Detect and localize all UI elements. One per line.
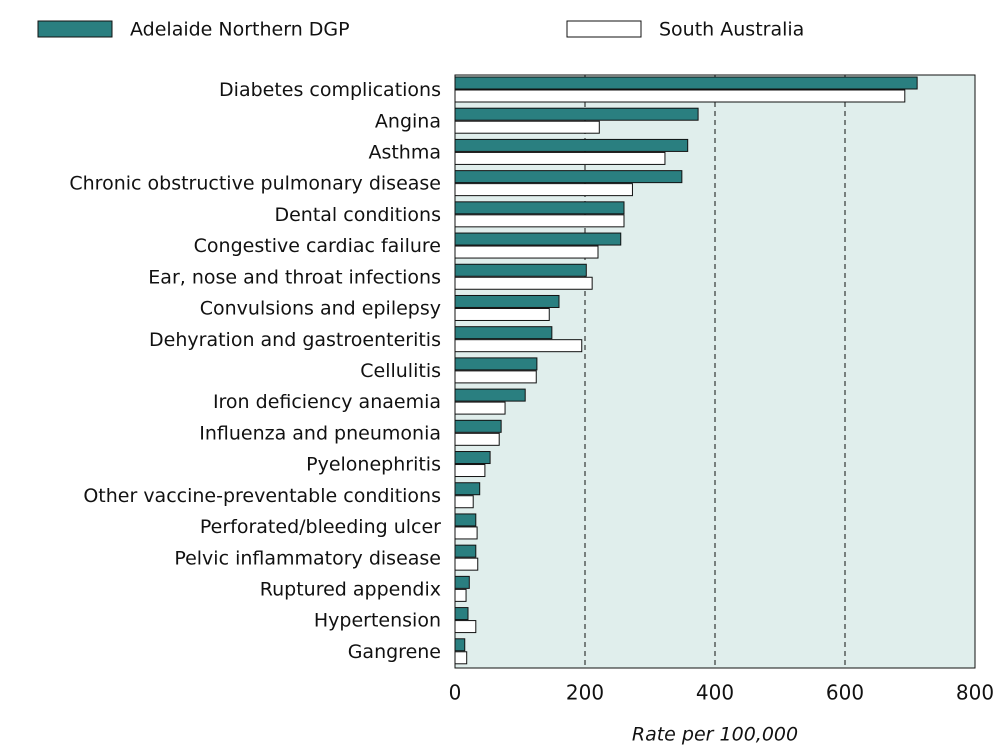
legend-label: South Australia	[659, 19, 804, 41]
bar	[454, 388, 526, 402]
bar	[454, 588, 467, 602]
bar	[454, 245, 599, 259]
y-tick-label: Asthma	[368, 142, 441, 164]
y-tick-label: Pelvic inflammatory disease	[174, 547, 441, 569]
x-tick-label: 0	[449, 681, 462, 705]
y-tick-label: Dehyration and gastroenteritis	[149, 329, 441, 351]
bar	[454, 370, 537, 384]
bar	[454, 263, 587, 277]
x-tick-label: 600	[826, 681, 864, 705]
x-axis-label: Rate per 100,000	[632, 724, 798, 746]
y-tick-label: Chronic obstructive pulmonary disease	[69, 173, 441, 195]
legend-label: Adelaide Northern DGP	[130, 19, 350, 41]
bar	[454, 607, 469, 621]
bar	[454, 183, 633, 197]
bar	[454, 464, 486, 478]
y-tick-label: Convulsions and epilepsy	[200, 298, 441, 320]
bar	[454, 495, 474, 509]
bar	[454, 638, 466, 652]
bar	[454, 339, 583, 353]
y-tick-label: Other vaccine-preventable conditions	[83, 485, 441, 507]
y-tick-label: Influenza and pneumonia	[199, 422, 441, 444]
bar	[454, 544, 477, 558]
bar	[454, 151, 666, 165]
bar	[454, 482, 481, 496]
legend-swatch	[37, 20, 113, 38]
x-tick-label: 400	[696, 681, 734, 705]
bar	[454, 513, 477, 527]
bar	[454, 357, 538, 371]
y-tick-label: Hypertension	[314, 610, 441, 632]
y-tick-label: Angina	[375, 110, 441, 132]
y-tick-label: Iron deficiency anaemia	[213, 391, 441, 413]
y-tick-label: Diabetes complications	[219, 79, 441, 101]
y-tick-label: Perforated/bleeding ulcer	[200, 516, 441, 538]
bar	[454, 201, 625, 215]
bar	[454, 326, 553, 340]
bar	[454, 432, 500, 446]
bar	[454, 214, 625, 228]
x-tick-label: 800	[956, 681, 994, 705]
x-tick-label: 200	[566, 681, 604, 705]
y-tick-label: Congestive cardiac failure	[194, 235, 441, 257]
bar	[454, 307, 550, 321]
bar	[454, 107, 699, 121]
bar	[454, 232, 622, 246]
bar	[454, 419, 502, 433]
bar	[454, 620, 477, 634]
y-tick-label: Ear, nose and throat infections	[148, 266, 441, 288]
bar	[454, 401, 506, 415]
y-tick-label: Cellulitis	[360, 360, 441, 382]
y-tick-label: Dental conditions	[274, 204, 441, 226]
bar	[454, 120, 600, 134]
y-tick-label: Ruptured appendix	[260, 578, 441, 600]
bar	[454, 170, 683, 184]
bar	[454, 557, 479, 571]
bar	[454, 89, 906, 103]
bar	[454, 138, 689, 152]
bar	[454, 76, 918, 90]
bar	[454, 294, 560, 308]
y-tick-label: Pyelonephritis	[306, 454, 441, 476]
y-tick-label: Gangrene	[348, 641, 441, 663]
bar	[454, 651, 468, 665]
bar	[454, 451, 491, 465]
bar	[454, 276, 593, 290]
legend-swatch	[566, 20, 642, 38]
bar	[454, 526, 478, 540]
bar	[454, 575, 470, 589]
